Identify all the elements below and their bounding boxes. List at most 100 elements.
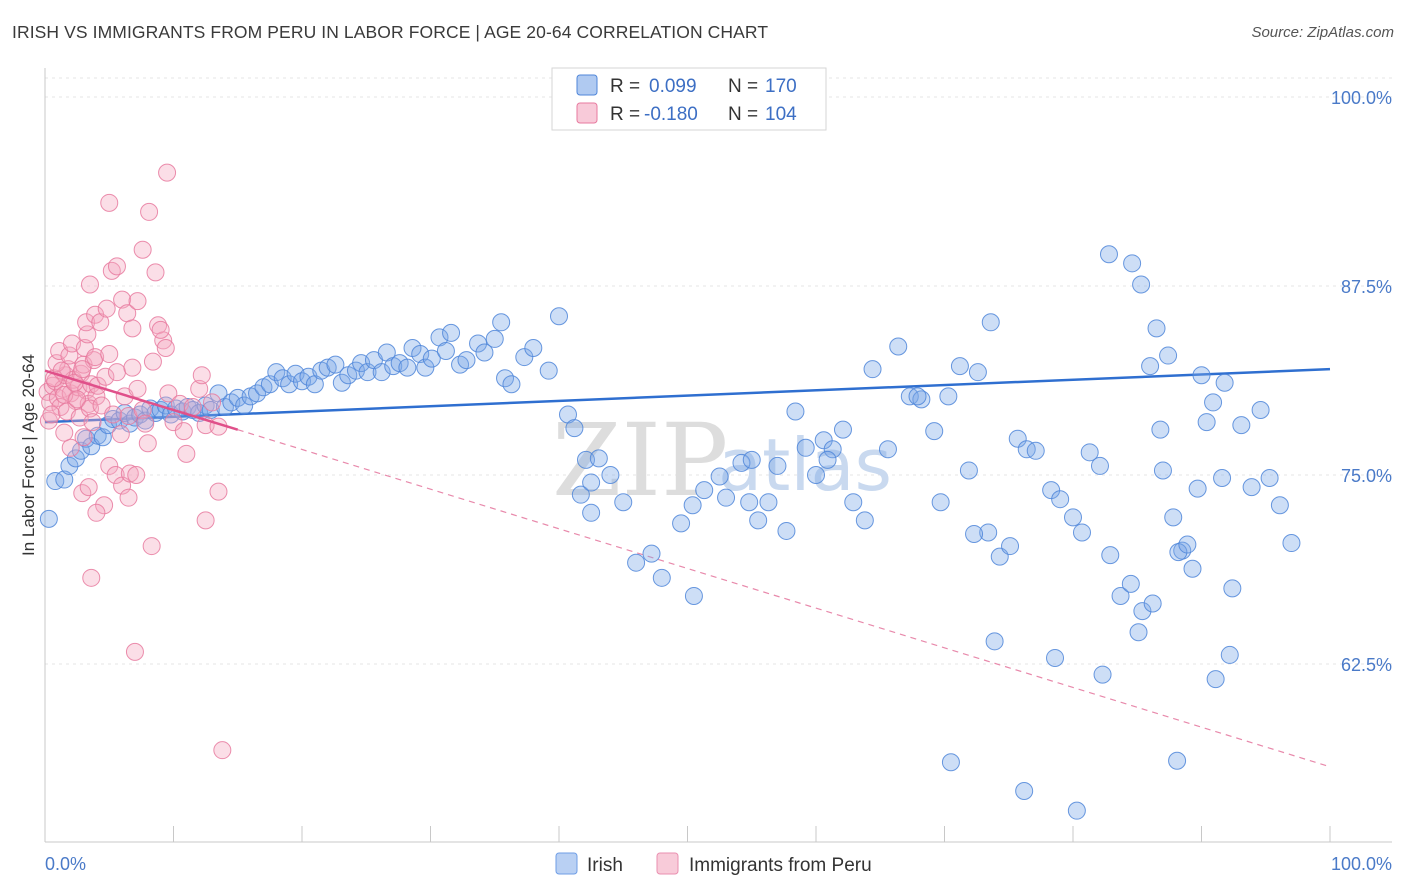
point-peru bbox=[80, 275, 99, 294]
point-irish bbox=[1141, 357, 1160, 376]
point-irish bbox=[1026, 441, 1045, 460]
point-peru bbox=[140, 202, 159, 221]
point-irish bbox=[652, 568, 671, 587]
point-irish bbox=[1072, 523, 1091, 542]
watermark-atlas: atlas bbox=[718, 423, 892, 507]
trend-line-peru-extended bbox=[237, 429, 1331, 768]
point-irish bbox=[965, 524, 984, 543]
point-irish bbox=[1204, 393, 1223, 412]
point-irish bbox=[416, 358, 435, 377]
point-irish bbox=[1188, 479, 1207, 498]
series-irish-points bbox=[39, 245, 1301, 820]
point-peru bbox=[146, 263, 165, 282]
point-peru bbox=[55, 423, 74, 442]
point-irish bbox=[740, 493, 759, 512]
point-irish bbox=[950, 357, 969, 376]
point-irish bbox=[539, 361, 558, 380]
bottom-legend-label-peru: Immigrants from Peru bbox=[689, 855, 872, 876]
point-irish bbox=[1147, 319, 1166, 338]
point-peru bbox=[123, 319, 142, 338]
point-peru bbox=[142, 537, 161, 556]
point-irish bbox=[1270, 496, 1289, 515]
point-peru bbox=[128, 292, 147, 311]
point-irish bbox=[807, 466, 825, 484]
point-irish bbox=[941, 753, 960, 772]
point-irish bbox=[710, 467, 729, 486]
legend-swatch-irish bbox=[576, 74, 598, 96]
point-peru bbox=[136, 414, 155, 433]
point-irish bbox=[565, 419, 584, 438]
point-peru bbox=[164, 413, 183, 432]
point-peru bbox=[73, 360, 92, 379]
point-peru bbox=[154, 331, 173, 350]
legend-r-value-peru: -0.180 bbox=[644, 104, 698, 125]
point-peru bbox=[158, 163, 177, 182]
point-peru bbox=[213, 741, 232, 760]
point-irish bbox=[855, 511, 874, 530]
point-irish bbox=[502, 375, 521, 394]
point-peru bbox=[113, 290, 132, 309]
point-irish bbox=[1042, 481, 1061, 500]
point-peru bbox=[106, 466, 125, 484]
point-irish bbox=[908, 387, 927, 406]
point-irish bbox=[1251, 400, 1270, 419]
point-irish bbox=[889, 337, 908, 356]
point-irish bbox=[589, 449, 608, 468]
point-irish bbox=[1001, 537, 1020, 556]
chart-title: IRISH VS IMMIGRANTS FROM PERU IN LABOR F… bbox=[12, 22, 769, 42]
y-tick-label: 87.5% bbox=[1341, 277, 1392, 297]
point-irish bbox=[939, 387, 958, 406]
point-irish bbox=[796, 438, 815, 457]
point-irish bbox=[1093, 665, 1112, 684]
point-peru bbox=[192, 366, 211, 385]
point-irish bbox=[1260, 469, 1279, 488]
point-irish bbox=[959, 461, 978, 480]
point-irish bbox=[1242, 478, 1261, 497]
point-irish bbox=[1168, 751, 1187, 770]
point-irish bbox=[422, 349, 441, 368]
point-peru bbox=[86, 348, 105, 367]
point-peru bbox=[143, 352, 162, 371]
legend-r-label-irish: R = bbox=[610, 76, 640, 97]
point-irish bbox=[1282, 534, 1301, 553]
point-irish bbox=[672, 514, 691, 533]
point-irish bbox=[768, 456, 787, 475]
bottom-legend-label-irish: Irish bbox=[587, 855, 623, 876]
point-peru bbox=[104, 405, 123, 424]
point-peru bbox=[100, 456, 119, 475]
point-irish bbox=[576, 450, 595, 469]
point-irish bbox=[863, 360, 882, 379]
y-axis-title: In Labor Force | Age 20-64 bbox=[19, 354, 38, 556]
point-irish bbox=[1215, 373, 1234, 392]
point-irish bbox=[931, 493, 950, 512]
bottom-legend-swatch-peru bbox=[656, 852, 679, 875]
point-peru bbox=[177, 444, 196, 463]
point-irish bbox=[235, 396, 254, 415]
point-irish bbox=[582, 503, 601, 522]
point-irish bbox=[571, 485, 590, 504]
point-irish bbox=[627, 553, 646, 572]
legend-n-label-irish: N = bbox=[728, 76, 758, 97]
point-irish bbox=[749, 511, 768, 530]
point-irish bbox=[1232, 416, 1251, 435]
y-tick-label: 100.0% bbox=[1331, 88, 1392, 108]
point-irish bbox=[104, 410, 123, 429]
point-peru bbox=[120, 464, 139, 483]
point-peru bbox=[159, 384, 178, 403]
point-peru bbox=[77, 313, 96, 332]
point-irish bbox=[1213, 469, 1232, 488]
point-irish bbox=[1151, 420, 1170, 439]
point-peru bbox=[61, 438, 80, 457]
point-irish bbox=[475, 343, 494, 362]
point-irish bbox=[968, 363, 987, 382]
point-irish bbox=[1101, 546, 1120, 565]
point-irish bbox=[372, 363, 391, 382]
y-tick-label: 75.0% bbox=[1341, 466, 1392, 486]
point-irish bbox=[550, 307, 568, 326]
point-irish bbox=[436, 342, 455, 361]
point-irish bbox=[844, 493, 863, 512]
point-irish bbox=[759, 493, 778, 512]
point-irish bbox=[1121, 574, 1140, 593]
point-peru bbox=[87, 503, 106, 522]
point-irish bbox=[582, 473, 601, 492]
